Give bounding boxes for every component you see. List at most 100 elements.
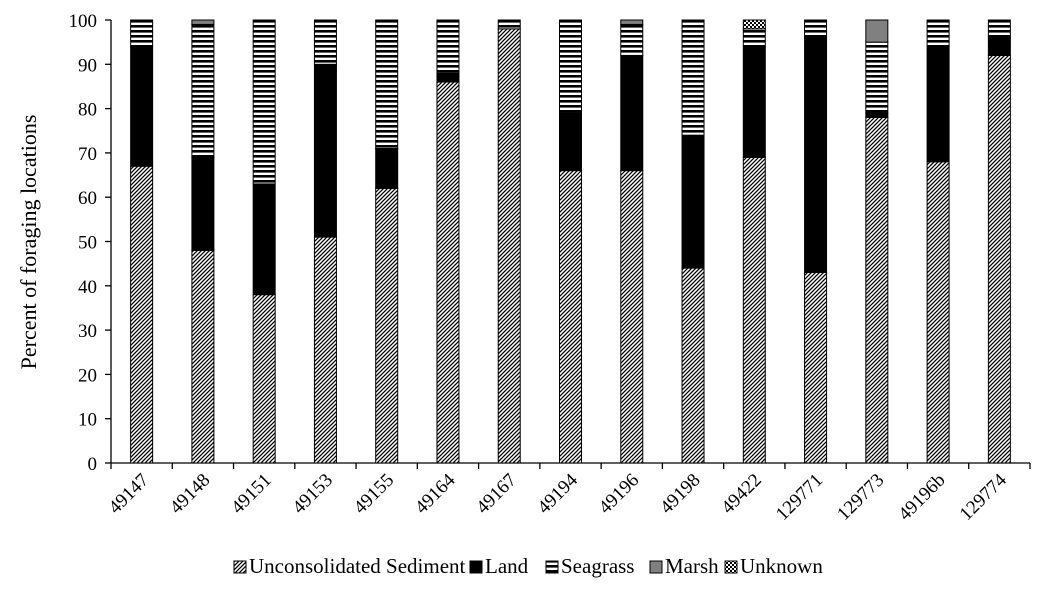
bar-segment-seagrass [313, 19, 337, 65]
bar-segment-seagrass [375, 19, 399, 149]
bar-segment-unconsolidated-sediment [681, 267, 705, 464]
bar-stack-49167 [497, 19, 521, 464]
bar-segment-seagrass [987, 19, 1011, 39]
bar-segment-land [620, 54, 644, 172]
bar-segment-seagrass [620, 23, 644, 56]
bar-segment-marsh [865, 19, 889, 43]
bar-segment-unconsolidated-sediment [865, 116, 889, 464]
bar-segment-land [252, 183, 276, 296]
bar-stack-49196 [620, 19, 644, 464]
bar-segment-seagrass [436, 19, 460, 74]
bar-segment-land [130, 46, 154, 167]
x-tick-label: 49194 [534, 469, 583, 518]
bar-stack-129773 [865, 19, 889, 464]
legend-item-unconsolidated-sediment: Unconsolidated Sediment [233, 554, 466, 578]
bar-stack-49196b [926, 19, 950, 464]
bar-stack-49155 [375, 19, 399, 464]
legend-label: Marsh [665, 554, 719, 578]
x-axis: 49147 49148 49151 49153 49155 49164 49167 49194… [105, 462, 1031, 525]
x-tick-label: 49151 [227, 470, 275, 518]
bar-stack-49198 [681, 19, 705, 464]
legend-item-seagrass: Seagrass [545, 554, 634, 578]
bar-segment-unconsolidated-sediment [987, 54, 1011, 464]
bar-segment-land [559, 112, 582, 172]
bar-segment-unconsolidated-sediment [742, 156, 766, 464]
bar-segment-unconsolidated-sediment [926, 161, 950, 464]
bar-segment-land [436, 72, 460, 83]
bar-stack-49148 [191, 19, 215, 464]
y-tick-label: 40 [78, 277, 97, 298]
x-tick-label: 49147 [105, 470, 153, 518]
y-tick-label: 100 [69, 11, 98, 32]
x-tick-label: 129774 [956, 469, 1012, 525]
bar-segment-unconsolidated-sediment [436, 81, 460, 464]
bar-segment-land [191, 156, 215, 251]
bar-segment-land [804, 37, 828, 274]
bar-segment-seagrass [252, 19, 276, 185]
bar-segment-unconsolidated-sediment [620, 170, 644, 464]
x-tick-label: 49155 [350, 470, 398, 518]
bar-segment-unconsolidated-sediment [191, 249, 215, 464]
bar-segment-land [313, 63, 337, 238]
x-tick-label: 49148 [166, 470, 214, 518]
bar-segment-land [375, 147, 399, 189]
legend-label: Unknown [740, 554, 823, 578]
y-axis-title: Percent of foraging locations [16, 115, 41, 370]
bar-segment-seagrass [497, 19, 521, 30]
bar-segment-seagrass [865, 41, 889, 114]
bar-stack-49151 [252, 19, 276, 464]
bar-segment-seagrass [742, 28, 766, 48]
bar-segment-unconsolidated-sediment [804, 272, 828, 464]
x-tick-label: 49167 [472, 470, 520, 518]
y-tick-label: 80 [78, 100, 97, 121]
legend-item-land: Land [469, 554, 529, 578]
bar-stack-129774 [987, 19, 1011, 464]
y-tick-label: 70 [78, 144, 97, 165]
bar-stack-49422 [742, 19, 766, 464]
x-tick-label: 49198 [656, 470, 704, 518]
bar-stack-49153 [313, 19, 337, 464]
bar-segment-unconsolidated-sediment [559, 170, 582, 464]
bar-segment-seagrass [926, 19, 950, 48]
bar-segment-unconsolidated-sediment [375, 187, 399, 464]
x-tick-label: 49196 [595, 470, 643, 518]
legend-swatch [724, 560, 738, 574]
bar-segment-land [987, 37, 1011, 56]
legend-label: Land [485, 554, 529, 578]
bar-segment-land [865, 112, 889, 118]
bar-stack-49164 [436, 19, 460, 464]
legend-swatch [233, 560, 247, 574]
bar-segment-unconsolidated-sediment [252, 294, 276, 464]
legend: Unconsolidated Sediment Land Seagrass Marsh… [233, 554, 823, 578]
y-tick-label: 30 [78, 321, 97, 342]
bar-segment-marsh [191, 19, 215, 25]
bar-segment-seagrass [559, 19, 582, 114]
bar-stack-49194 [559, 19, 582, 464]
x-tick-label: 129771 [772, 470, 827, 525]
x-tick-label: 49153 [289, 470, 337, 518]
legend-swatch [545, 560, 559, 574]
legend-item-marsh: Marsh [649, 554, 719, 578]
legend-label: Seagrass [561, 554, 634, 578]
bar-segment-land [742, 46, 766, 158]
bar-segment-unconsolidated-sediment [313, 236, 337, 464]
bar-segment-land [926, 46, 950, 163]
bar-segment-unconsolidated-sediment [130, 165, 154, 464]
x-tick-label: 49196b [894, 470, 949, 525]
x-tick-label: 49422 [717, 470, 765, 518]
bar-stack-129771 [804, 19, 828, 464]
bar-segment-unknown [742, 19, 766, 30]
x-tick-label: 49164 [411, 469, 460, 518]
bar-segment-seagrass [804, 19, 828, 39]
bar-segment-unconsolidated-sediment [497, 28, 521, 464]
legend-swatch [649, 560, 663, 574]
legend-label: Unconsolidated Sediment [249, 554, 466, 578]
y-tick-label: 20 [78, 365, 97, 386]
y-tick-label: 90 [78, 55, 97, 76]
bars [130, 19, 1011, 464]
bar-segment-marsh [620, 19, 644, 25]
y-tick-label: 50 [78, 233, 97, 254]
y-tick-label: 60 [78, 188, 97, 209]
